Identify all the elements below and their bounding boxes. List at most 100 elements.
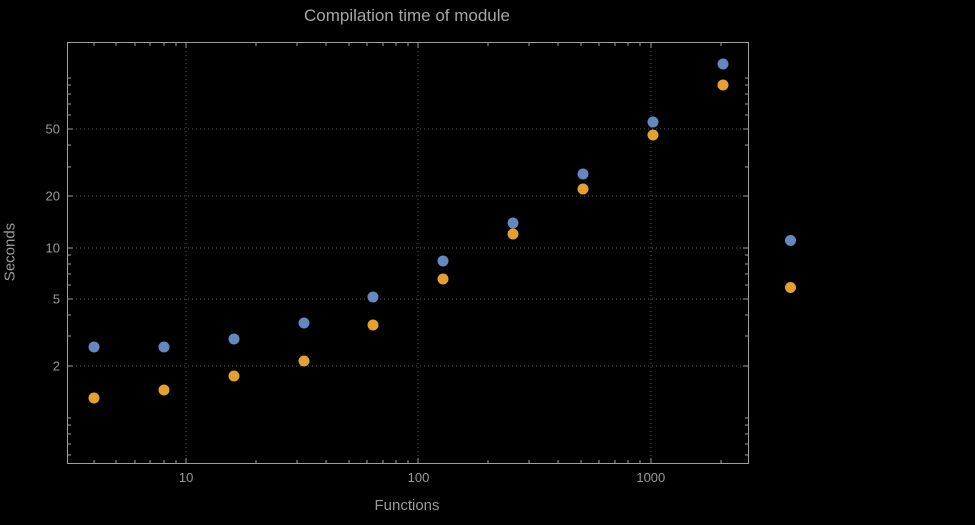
data-point-series-blue	[437, 255, 449, 267]
y-minor-tick	[745, 254, 748, 256]
x-minor-tick	[627, 460, 629, 463]
y-major-tick	[68, 365, 73, 367]
y-minor-tick	[68, 93, 71, 95]
y-tick-label: 10	[45, 240, 60, 256]
gridline-horizontal	[68, 128, 748, 130]
y-minor-tick	[68, 166, 71, 168]
x-minor-tick	[134, 43, 136, 46]
gridline-vertical	[650, 43, 652, 463]
data-point-series-blue	[717, 58, 729, 70]
x-minor-tick	[348, 460, 350, 463]
y-major-tick	[743, 298, 748, 300]
y-minor-tick	[68, 417, 71, 419]
y-major-tick	[743, 128, 748, 130]
y-minor-tick	[745, 93, 748, 95]
y-minor-tick	[68, 254, 71, 256]
y-minor-tick	[745, 417, 748, 419]
y-minor-tick	[68, 114, 71, 116]
y-tick-label: 50	[45, 121, 60, 137]
x-minor-tick	[557, 43, 559, 46]
x-minor-tick	[580, 43, 582, 46]
x-minor-tick	[382, 43, 383, 46]
y-minor-tick	[745, 314, 748, 316]
y-minor-tick	[68, 335, 71, 337]
y-minor-tick	[745, 77, 748, 79]
data-point-series-blue	[88, 341, 100, 353]
y-minor-tick	[68, 84, 71, 86]
y-major-tick	[743, 365, 748, 367]
x-minor-tick	[627, 43, 629, 46]
y-major-tick	[68, 195, 73, 197]
x-minor-tick	[163, 460, 165, 463]
x-minor-tick	[325, 460, 327, 463]
gridline-horizontal	[68, 298, 748, 300]
x-minor-tick	[614, 460, 616, 463]
x-minor-tick	[528, 43, 530, 46]
y-minor-tick	[68, 263, 71, 265]
data-point-series-orange	[158, 384, 170, 396]
x-major-tick	[185, 43, 187, 48]
x-axis-label: Functions	[374, 497, 440, 514]
y-minor-tick	[745, 433, 748, 435]
y-minor-tick	[745, 114, 748, 116]
data-point-series-orange	[507, 228, 519, 240]
y-major-tick	[68, 128, 73, 130]
y-minor-tick	[745, 284, 748, 286]
x-minor-tick	[149, 43, 151, 46]
y-major-tick	[68, 247, 73, 249]
y-axis-label: Seconds	[1, 222, 19, 282]
y-minor-tick	[68, 433, 71, 435]
gridline-vertical	[417, 43, 419, 463]
data-point-series-blue	[507, 217, 519, 229]
data-point-series-blue	[367, 291, 379, 303]
x-minor-tick	[366, 460, 368, 463]
x-minor-tick	[598, 43, 600, 46]
data-point-series-blue	[647, 116, 659, 128]
x-minor-tick	[175, 43, 177, 46]
data-point-series-orange	[88, 392, 100, 404]
chart-title: Compilation time of module	[304, 6, 510, 25]
y-minor-tick	[68, 144, 71, 146]
x-major-tick	[650, 458, 652, 463]
y-minor-tick	[745, 454, 748, 456]
y-minor-tick	[745, 424, 748, 426]
x-minor-tick	[487, 460, 489, 463]
x-minor-tick	[395, 460, 397, 463]
x-minor-tick	[348, 43, 350, 46]
data-point-series-blue	[158, 341, 170, 353]
y-major-tick	[743, 195, 748, 197]
gridline-horizontal	[68, 247, 748, 249]
x-minor-tick	[528, 460, 530, 463]
x-minor-tick	[325, 43, 327, 46]
y-minor-tick	[745, 84, 748, 86]
data-point-series-orange	[717, 79, 729, 91]
y-major-tick	[743, 247, 748, 249]
data-point-series-orange	[437, 273, 449, 285]
y-minor-tick	[745, 166, 748, 168]
x-minor-tick	[720, 460, 722, 463]
x-minor-tick	[639, 43, 641, 46]
y-minor-tick	[68, 273, 71, 275]
y-minor-tick	[745, 335, 748, 337]
data-point-series-orange	[577, 183, 589, 195]
x-minor-tick	[115, 43, 117, 46]
x-tick-label: 100	[407, 470, 430, 485]
y-minor-tick	[745, 103, 748, 105]
x-tick-label: 1000	[636, 470, 666, 485]
y-minor-tick	[745, 273, 748, 275]
y-major-tick	[68, 298, 73, 300]
x-minor-tick	[93, 460, 95, 463]
y-minor-tick	[745, 144, 748, 146]
data-point-series-blue	[228, 333, 240, 345]
x-major-tick	[185, 458, 187, 463]
y-minor-tick	[68, 424, 71, 426]
x-minor-tick	[487, 43, 489, 46]
gridline-horizontal	[68, 195, 748, 197]
y-minor-tick	[745, 443, 748, 445]
legend-marker-series-orange	[785, 282, 796, 293]
x-minor-tick	[557, 460, 559, 463]
x-minor-tick	[598, 460, 600, 463]
x-minor-tick	[175, 460, 177, 463]
x-minor-tick	[366, 43, 368, 46]
